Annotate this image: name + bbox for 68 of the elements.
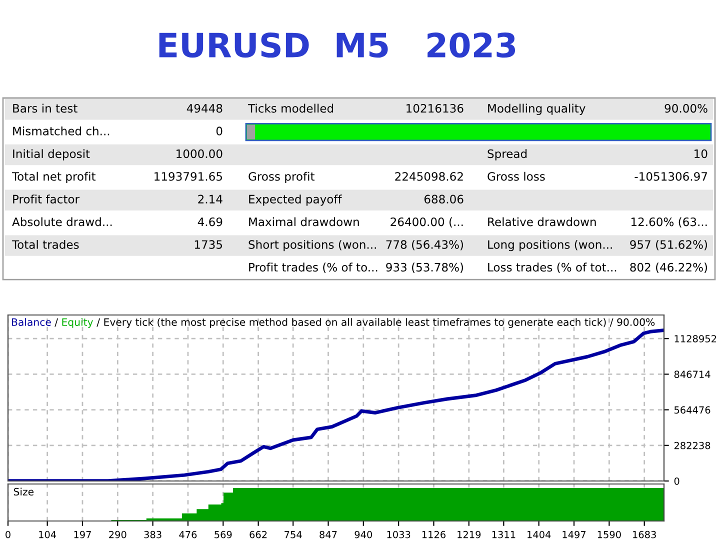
x-tick-label: 1497 [562,530,586,538]
x-tick-label: 104 [39,530,56,538]
text: Short positions (won... [248,240,376,252]
x-tick-label: 383 [144,530,162,538]
x-tick-label: 1126 [422,530,446,538]
x-tick-label: 1683 [633,530,656,538]
text: 26400.00 (... [390,217,463,228]
x-tick-label: 662 [250,530,267,538]
text: EURUSD M5 2023 [159,32,516,58]
text: Balance [12,318,51,326]
text: 933 (53.78%) [386,262,464,273]
x-tick-label: 1404 [528,530,551,538]
x-tick-label: 1219 [458,530,481,538]
text: -1051306.97 [634,172,708,181]
text: 10 [694,149,708,158]
text: Expected payoff [249,194,342,206]
text: Absolute drawd... [12,217,112,226]
text: Profit factor [13,194,80,204]
y-tick-label: 846714 [674,370,710,378]
text: Initial deposit [13,149,90,160]
text: Total net profit [12,172,96,184]
text: 2245098.62 [395,172,463,181]
x-tick-label: 1033 [387,530,410,538]
text: 778 (56.43%) [386,240,464,250]
text: Gross loss [488,172,545,181]
text: 1735 [194,240,222,249]
x-tick-label: 940 [354,530,372,538]
x-tick-label: 1590 [598,530,621,538]
x-tick-label: 197 [74,530,91,538]
text: Profit trades (% of to... [249,262,378,273]
text: Spread [488,149,527,160]
text: Modelling quality [488,104,586,115]
text: Maximal drawdown [249,217,359,226]
text: 4.69 [198,217,222,226]
text: 49448 [186,104,222,113]
x-tick-label: 569 [214,530,232,538]
y-tick-label: 0 [674,477,680,485]
x-tick-label: 847 [320,530,337,538]
text: 688.06 [424,194,464,204]
annotation: / [54,318,58,327]
text: Loss trades (% of tot... [488,262,616,273]
x-tick-label: 290 [109,530,126,538]
text: Ticks modelled [248,104,334,113]
text: Mismatched ch... [13,126,110,136]
text: 2.14 [198,194,222,204]
chart-title: Size [14,488,34,496]
text: 0 [216,126,222,136]
text: 957 (51.62%) [630,240,708,250]
text: 802 (46.22%) [630,262,708,273]
text: Bars in test [13,104,78,113]
text: 90.00% [664,104,708,113]
text: Long positions (won... [488,240,612,252]
text: Gross profit [248,172,314,184]
x-tick-label: 1311 [492,530,516,538]
text: 1193791.65 [154,172,222,181]
x-tick-label: 754 [284,531,302,538]
y-tick-label: 282238 [674,442,710,450]
legend-label: Equity [62,318,94,328]
text: Total trades [12,240,79,249]
y-tick-label: 564476 [674,406,710,414]
annotation: / Every tick (the most precise method based on all available least timeframes to generate each tick) / 90.00% [96,318,655,328]
text: 1000.00 [176,149,222,158]
text: 12.60% (63... [631,217,707,228]
text: Relative drawdown [488,217,596,226]
x-tick-label: 0 [6,530,10,538]
text: 10216136 [406,104,464,113]
x-tick-label: 476 [179,530,197,538]
y-tick-label: 1128952 [674,335,716,342]
